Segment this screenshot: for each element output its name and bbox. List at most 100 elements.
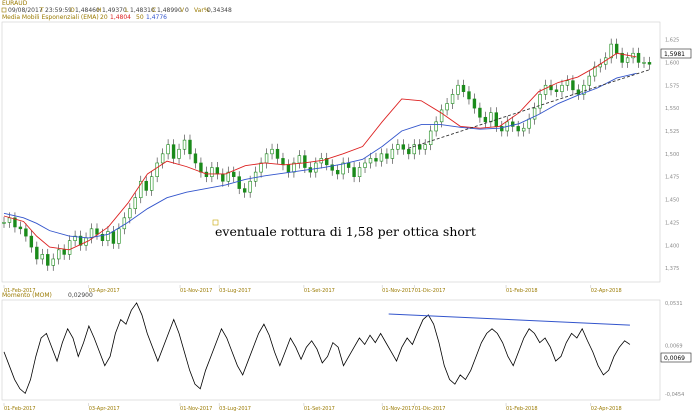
price-candle	[456, 79, 460, 100]
price-candle	[647, 56, 652, 70]
x-tick-label: 02-Apr-2018	[591, 406, 622, 412]
price-y-tick: 1,450	[665, 198, 679, 204]
price-candle	[587, 70, 592, 91]
price-badge: 1,5981	[660, 48, 692, 59]
price-candle	[467, 86, 471, 105]
open-value: 1,48460	[75, 7, 100, 14]
price-candle	[582, 79, 586, 100]
price-y-tick: 1,600	[665, 60, 679, 66]
price-candle	[472, 93, 477, 114]
price-candle	[609, 38, 613, 64]
x-tick-label: 01-Feb-2018	[506, 406, 538, 412]
high-label: H	[97, 7, 102, 14]
price-candle	[67, 235, 72, 260]
annotation-marker	[212, 219, 219, 226]
price-candle	[144, 175, 148, 196]
price-candle	[40, 248, 44, 265]
price-candle	[390, 143, 395, 164]
price-candle	[95, 223, 99, 240]
ema-label: Media Mobili Esponenziali (EMA)	[2, 14, 99, 21]
price-candle	[598, 58, 602, 73]
momentum-line	[3, 302, 631, 395]
price-candle	[434, 116, 438, 137]
price-candle	[511, 116, 515, 132]
price-candle	[631, 47, 635, 64]
price-candle	[314, 157, 318, 178]
price-candle	[368, 152, 373, 169]
price-candle	[297, 150, 302, 169]
price-badge-value: 1,5981	[664, 51, 685, 58]
price-candle	[193, 148, 198, 169]
price-candle	[270, 143, 274, 160]
support-trendline	[408, 69, 650, 149]
ema50-period: 50	[136, 14, 144, 21]
price-candle	[215, 162, 220, 180]
price-candle	[483, 111, 488, 128]
change-label: Var%	[194, 7, 210, 14]
price-y-tick: 1,475	[665, 175, 679, 181]
price-candle	[543, 79, 548, 100]
price-candle	[549, 79, 553, 96]
x-tick-label: 01-Set-2017	[304, 288, 335, 294]
x-tick-label: 01-Feb-2017	[4, 288, 36, 294]
ema20-period: 20	[100, 14, 108, 21]
price-candle	[357, 162, 362, 183]
price-y-tick: 1,400	[665, 243, 679, 249]
price-candle	[73, 230, 77, 247]
resistance-trendline	[388, 313, 630, 326]
price-candle	[237, 171, 241, 195]
price-candle	[160, 148, 165, 169]
x-tick-label: 01-Feb-2017	[4, 406, 36, 412]
price-candle	[275, 143, 280, 164]
open-label: O	[70, 7, 75, 14]
price-candle	[538, 88, 542, 114]
momentum-value: 0,02900	[68, 292, 93, 299]
price-candle	[439, 104, 444, 128]
price-y-tick: 1,500	[665, 152, 679, 158]
ohlc-readout: 09/08/2017 T 23:59:59 O 1,48460 H 1,4937…	[1, 7, 232, 14]
price-y-tick: 1,525	[665, 129, 679, 135]
price-candle	[100, 228, 105, 247]
price-candle	[106, 226, 110, 247]
high-value: 1,49370	[102, 7, 127, 14]
close-label: C	[152, 7, 156, 14]
price-candle	[620, 47, 624, 68]
x-tick-label: 02-Apr-2018	[591, 288, 622, 294]
ema20-line	[3, 52, 637, 251]
price-candle	[204, 166, 209, 183]
price-candle	[232, 166, 236, 183]
price-candle	[210, 162, 214, 183]
price-candle	[428, 125, 433, 151]
momentum-label: Momento (MOM)	[2, 292, 52, 299]
ema50-value: 1,4776	[146, 14, 167, 21]
x-tick-label: 03-Apr-2017	[89, 288, 120, 294]
momentum-panel-frame	[1, 299, 661, 401]
price-candle	[346, 157, 351, 174]
ema50-line	[3, 72, 637, 239]
price-candle	[401, 139, 406, 155]
price-candle	[177, 143, 181, 164]
price-y-tick: 1,550	[665, 106, 679, 112]
price-candles	[2, 38, 652, 271]
price-candle	[35, 241, 39, 265]
price-candle	[188, 134, 192, 160]
momentum-y-tick: -0,0454	[665, 392, 684, 398]
price-candle	[423, 139, 427, 155]
price-candle	[445, 98, 449, 116]
price-candle	[62, 244, 66, 260]
price-candle	[489, 107, 493, 128]
ema20-value: 1,4804	[110, 14, 131, 21]
price-candle	[335, 164, 340, 180]
price-candle	[18, 221, 23, 235]
ema-readout: Media Mobili Esponenziali (EMA) 20 1,480…	[2, 14, 167, 21]
price-candle	[253, 166, 258, 187]
price-candle	[122, 212, 127, 235]
price-candle	[593, 61, 597, 82]
date-value: 09/08/2017	[8, 7, 43, 14]
price-candle	[461, 79, 466, 98]
price-candle	[521, 122, 526, 137]
price-candle	[527, 113, 531, 134]
price-candle	[565, 75, 570, 91]
price-candle	[642, 56, 646, 68]
price-y-tick: 1,375	[665, 266, 679, 272]
